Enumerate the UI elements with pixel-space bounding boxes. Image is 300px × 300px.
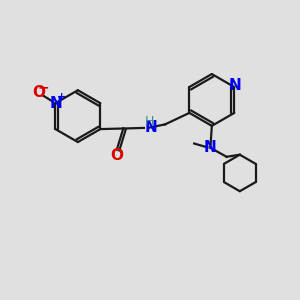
Text: N: N [145,120,158,135]
Text: N: N [50,96,62,111]
Text: N: N [229,78,242,93]
Text: +: + [57,92,66,102]
Text: O: O [110,148,123,163]
Text: N: N [204,140,217,155]
Text: H: H [145,115,154,128]
Text: O: O [32,85,45,100]
Text: −: − [38,81,50,94]
